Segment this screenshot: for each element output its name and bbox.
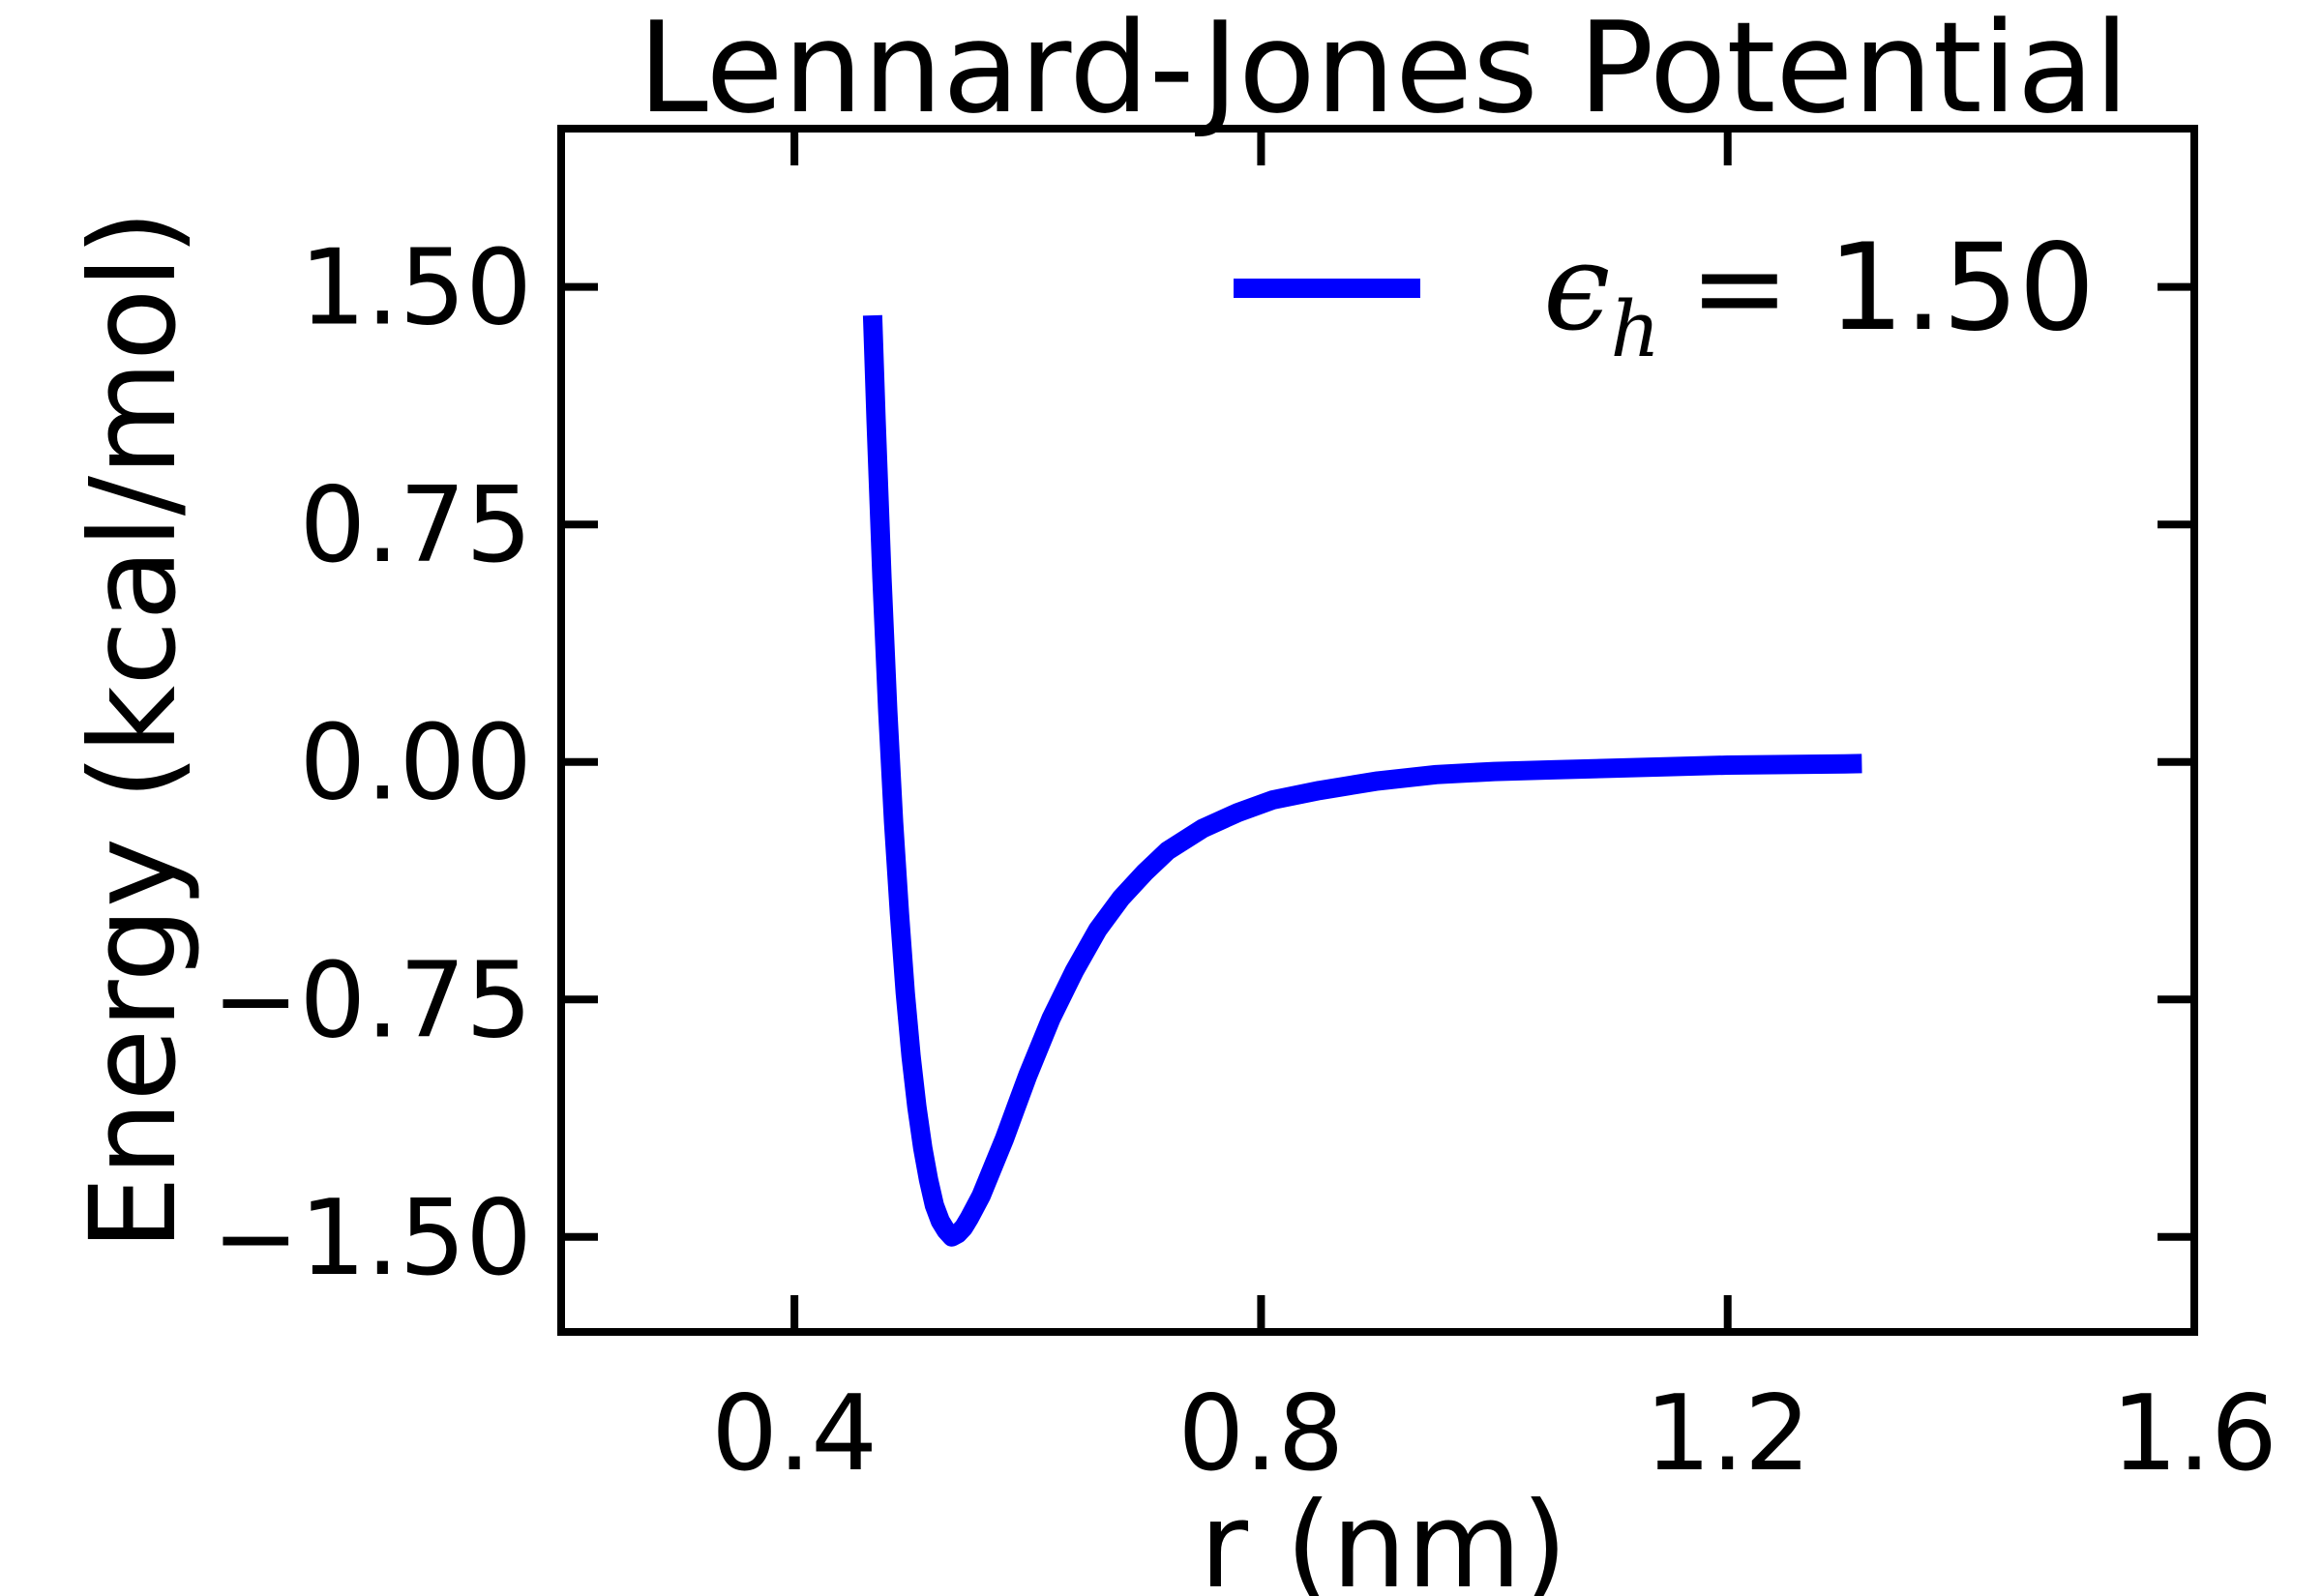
x-axis-label: r (nm) xyxy=(1200,1477,1567,1596)
y-tick-label: 1.50 xyxy=(300,228,532,349)
x-tick-label: 0.8 xyxy=(1178,1374,1345,1494)
legend-subscript: h xyxy=(1610,284,1660,374)
y-tick-label: 0.75 xyxy=(300,465,532,586)
legend-value: = 1.50 xyxy=(1689,219,2095,358)
y-axis-label: Energy (kcal/mol) xyxy=(65,210,202,1251)
plot-area: 0.4 0.8 1.2 1.6 −1.50 −0.75 0.00 0.75 1.50 xyxy=(212,125,2277,1494)
legend-label: ϵh = 1.50 xyxy=(1543,219,2095,374)
series-line-0 xyxy=(862,314,1862,1247)
y-tick-label: −0.75 xyxy=(212,940,532,1061)
plot-frame xyxy=(557,125,2198,1336)
x-tick-label: 1.2 xyxy=(1645,1374,1811,1494)
x-tick-label: 1.6 xyxy=(2111,1374,2277,1494)
chart-title: Lennard-Jones Potential xyxy=(638,0,2128,141)
y-tick-label: −1.50 xyxy=(212,1178,532,1299)
legend: ϵh = 1.50 xyxy=(1234,219,2095,374)
legend-symbol: ϵ xyxy=(1543,219,1610,358)
y-tick-label: 0.00 xyxy=(300,703,532,824)
x-tick-label: 0.4 xyxy=(711,1374,878,1494)
